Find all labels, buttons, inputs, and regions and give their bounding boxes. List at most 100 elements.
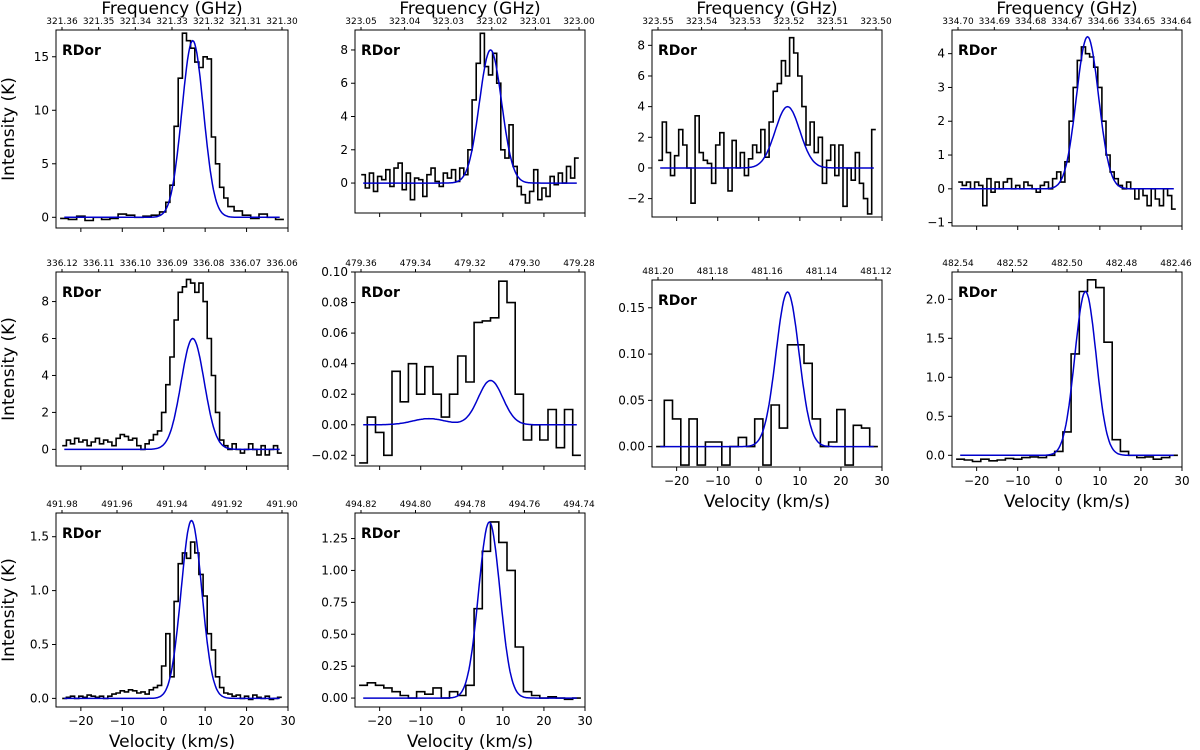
freq-tick-label: 479.32 (454, 259, 486, 269)
freq-tick-label: 323.04 (389, 17, 421, 27)
gaussian-fit-line (960, 35, 1174, 190)
freq-tick-label: 482.46 (1160, 259, 1192, 269)
gaussian-fit-line (363, 379, 577, 426)
gaussian-fit-line (64, 337, 280, 451)
freq-tick-label: 323.01 (520, 17, 552, 27)
x-tick-label: 30 (1174, 474, 1189, 488)
x-tick-label: 0 (1055, 474, 1063, 488)
observed-spectrum-line (958, 46, 1176, 210)
y-tick-label: 0.10 (618, 347, 645, 361)
y-tick-label: 1.5 (30, 530, 49, 544)
observed-spectrum-line (60, 32, 284, 222)
freq-tick-label: 481.12 (860, 267, 892, 277)
y-tick-label: −0.02 (311, 448, 348, 462)
freq-tick-label: 494.82 (345, 500, 377, 510)
freq-tick-label: 323.00 (563, 17, 595, 27)
y-tick-label: 0.5 (926, 409, 945, 423)
y-tick-label: 0.02 (321, 387, 348, 401)
spectrum-panel-7: 0.00 0.05 0.10 0.15 −20 −10 0 10 20 30 481.20 481.1… (618, 267, 891, 512)
axes-frame (55, 29, 289, 229)
freq-tick-label: 482.52 (997, 259, 1029, 269)
y-tick-label: 1.5 (926, 331, 945, 345)
y-tick-label: 1.0 (926, 370, 945, 384)
x-tick-label: 10 (495, 714, 510, 728)
source-label: RDor (361, 285, 400, 301)
x-axis-title: Velocity (km/s) (1004, 492, 1130, 512)
freq-tick-label: 321.35 (83, 17, 115, 27)
freq-tick-label: 491.92 (211, 500, 243, 510)
freq-tick-label: 336.11 (83, 259, 115, 269)
freq-tick-label: 481.18 (697, 267, 729, 277)
observed-spectrum-line (956, 279, 1178, 463)
observed-spectrum-line (62, 541, 282, 701)
y-tick-label: 0.75 (321, 595, 348, 609)
x-axis-title: Velocity (km/s) (109, 732, 235, 750)
y-tick-label: 0.15 (618, 301, 645, 315)
x-tick-label: 20 (536, 714, 551, 728)
freq-tick-label: 321.31 (230, 17, 262, 27)
freq-tick-label: 494.76 (509, 500, 541, 510)
observed-spectrum-line (658, 36, 876, 215)
source-label: RDor (62, 285, 101, 301)
source-label: RDor (958, 43, 997, 59)
axes-frame (55, 512, 289, 708)
x-tick-label: −20 (68, 714, 93, 728)
observed-spectrum-line (359, 521, 581, 701)
y-tick-label: 0 (41, 442, 49, 456)
y-tick-label: 0.0 (926, 448, 945, 462)
y-tick-label: 8 (340, 43, 348, 57)
freq-tick-label: 321.36 (46, 17, 78, 27)
y-tick-label: 2.0 (926, 292, 945, 306)
y-tick-label: 0.00 (618, 440, 645, 454)
freq-tick-label: 321.32 (193, 17, 225, 27)
x-tick-label: 10 (1092, 474, 1107, 488)
y-tick-label: 2 (937, 114, 945, 128)
y-tick-label: 0.06 (321, 326, 348, 340)
spectrum-panel-9: 0.0 0.5 1.0 1.5 −20 −10 0 10 20 30 491.98 491.96 491… (0, 500, 298, 750)
freq-tick-label: 323.52 (773, 17, 805, 27)
x-tick-label: −10 (705, 474, 730, 488)
y-tick-label: 0.04 (321, 357, 348, 371)
y-tick-label: 10 (34, 103, 49, 117)
gaussian-fit-line (660, 105, 874, 169)
freq-tick-label: 479.30 (509, 259, 541, 269)
y-tick-label: 0.00 (321, 418, 348, 432)
y-tick-label: 4 (637, 100, 645, 114)
freq-tick-label: 323.03 (432, 17, 464, 27)
source-label: RDor (658, 43, 697, 59)
source-label: RDor (62, 526, 101, 542)
freq-tick-label: 491.98 (46, 500, 78, 510)
spectrum-panel-2: 0 2 4 6 8 323.05 323.04 323.03 323.02 323.01 323.0… (340, 0, 595, 217)
y-tick-label: 6 (41, 332, 49, 346)
freq-tick-label: 334.65 (1124, 17, 1156, 27)
y-tick-label: 2 (637, 130, 645, 144)
freq-tick-label: 482.50 (1051, 259, 1083, 269)
freq-tick-label: 336.12 (46, 259, 78, 269)
top-axis-title: Frequency (GHz) (399, 0, 540, 19)
gaussian-fit-line (660, 291, 874, 448)
freq-tick-label: 481.14 (806, 267, 838, 277)
y-tick-label: 3 (937, 80, 945, 94)
top-axis-title: Frequency (GHz) (696, 0, 837, 19)
y-tick-label: 0.0 (30, 691, 49, 705)
observed-spectrum-line (361, 32, 579, 204)
top-axis-title: Frequency (GHz) (996, 0, 1137, 19)
freq-tick-label: 323.55 (642, 17, 674, 27)
source-label: RDor (658, 293, 697, 309)
y-tick-label: 0 (937, 182, 945, 196)
freq-tick-label: 482.48 (1106, 259, 1138, 269)
x-tick-label: 10 (198, 714, 213, 728)
x-tick-label: −20 (367, 714, 392, 728)
y-tick-label: 0.5 (30, 637, 49, 651)
y-tick-label: 6 (637, 69, 645, 83)
x-tick-label: 0 (160, 714, 168, 728)
observed-spectrum-line (62, 278, 282, 456)
freq-tick-label: 479.34 (400, 259, 432, 269)
x-tick-label: 10 (792, 474, 807, 488)
freq-tick-label: 491.90 (266, 500, 298, 510)
y-tick-label: 0.50 (321, 627, 348, 641)
observed-spectrum-line (359, 280, 581, 464)
freq-tick-label: 336.07 (230, 259, 262, 269)
